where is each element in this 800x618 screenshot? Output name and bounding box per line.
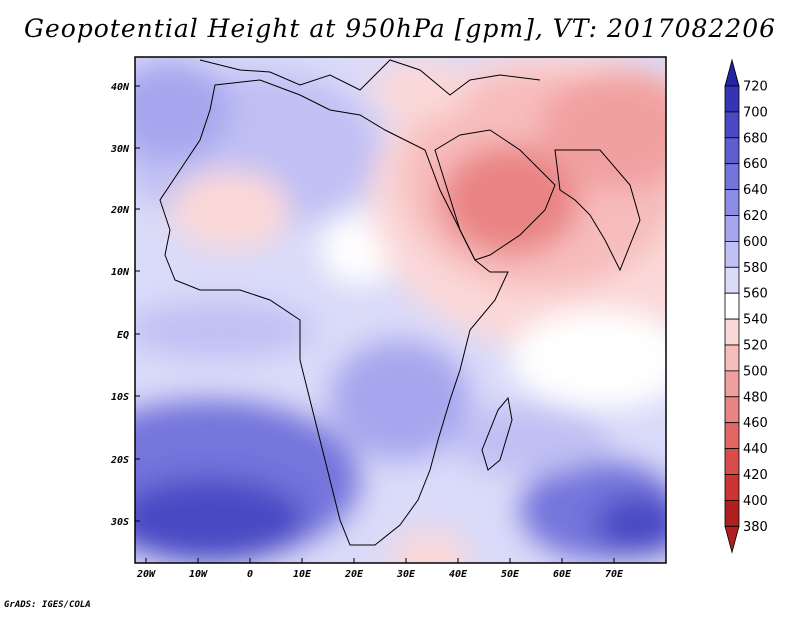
- coastlines: [159, 59, 641, 546]
- colorbar-bottom-arrow: [724, 525, 740, 554]
- colorbar-swatch: [724, 111, 740, 139]
- colorbar-swatch: [724, 240, 740, 268]
- credit-text: GrADS: IGES/COLA: [4, 600, 91, 610]
- lon-label: 10E: [293, 569, 312, 580]
- lat-label: EQ: [117, 330, 129, 341]
- colorbar-swatch: [724, 474, 740, 501]
- colorbar-label: 540: [743, 313, 768, 328]
- lon-label: 20E: [344, 569, 364, 580]
- colorbar-label: 380: [743, 520, 768, 535]
- colorbar-label: 680: [743, 131, 768, 146]
- colorbar-label: 700: [743, 105, 768, 120]
- colorbar-swatch: [724, 448, 740, 475]
- map-frame: [134, 56, 667, 564]
- madagascar-coastline: [481, 396, 513, 471]
- lat-label: 40N: [111, 82, 130, 93]
- colorbar-swatch: [724, 344, 740, 372]
- colorbar-swatch: [724, 85, 740, 113]
- longitude-labels: 20W 10W 0 10E 20E 30E 40E 50E 60E 70E: [136, 569, 624, 580]
- colorbar-swatch: [724, 137, 740, 165]
- colorbar-label: 580: [743, 261, 768, 276]
- africa-coastline: [159, 79, 509, 546]
- colorbar-swatch: [724, 396, 740, 424]
- colorbar-label: 620: [743, 209, 768, 224]
- lat-label: 10S: [111, 392, 129, 403]
- colorbar-label: 720: [743, 80, 768, 95]
- colorbar-label: 640: [743, 183, 768, 198]
- colorbar-label: 660: [743, 157, 768, 172]
- map-title: Geopotential Height at 950hPa [gpm], VT:…: [23, 14, 777, 43]
- colorbar-swatch: [724, 215, 740, 242]
- colorbar-swatch: [724, 163, 740, 190]
- lon-label: 10W: [189, 569, 208, 580]
- colorbar-label: 400: [743, 494, 768, 509]
- colorbar-swatch: [724, 318, 740, 346]
- arabia-coastline: [434, 129, 556, 261]
- lat-label: 30N: [110, 144, 130, 155]
- lat-label: 10N: [111, 267, 130, 278]
- lon-label: 40E: [449, 569, 468, 580]
- colorbar-label: 440: [743, 442, 768, 457]
- colorbar-label: 480: [743, 390, 768, 405]
- colorbar-swatch: [724, 189, 740, 216]
- colorbar-label: 520: [743, 339, 768, 354]
- lon-label: 20W: [136, 569, 156, 580]
- lat-label: 30S: [110, 517, 129, 528]
- colorbar: 720 700 680 660 640 620 600 580 560 540 520 500 480 4…: [724, 58, 768, 554]
- axis-ticks: [135, 85, 615, 563]
- lon-label: 50E: [501, 569, 520, 580]
- colorbar-label: 500: [743, 364, 768, 379]
- south-asia-coastline: [554, 149, 641, 272]
- colorbar-swatch: [724, 499, 740, 527]
- colorbar-top-arrow: [724, 58, 740, 87]
- lon-label: 70E: [605, 569, 624, 580]
- lat-label: 20S: [110, 455, 129, 466]
- europe-coastline: [199, 59, 541, 96]
- colorbar-swatch: [724, 422, 740, 450]
- colorbar-label: 420: [743, 468, 768, 483]
- lon-label: 60E: [553, 569, 572, 580]
- lat-label: 20N: [110, 205, 130, 216]
- latitude-labels: 40N 30N 20N 10N EQ 10S 20S 30S: [110, 82, 130, 528]
- colorbar-swatch: [724, 292, 740, 320]
- colorbar-label: 600: [743, 235, 768, 250]
- colorbar-label: 560: [743, 287, 768, 302]
- lon-label: 30E: [396, 569, 416, 580]
- colorbar-label: 460: [743, 416, 768, 431]
- colorbar-swatch: [724, 266, 740, 294]
- lon-label: 0: [247, 569, 253, 580]
- colorbar-swatch: [724, 370, 740, 398]
- height-field: [135, 57, 666, 563]
